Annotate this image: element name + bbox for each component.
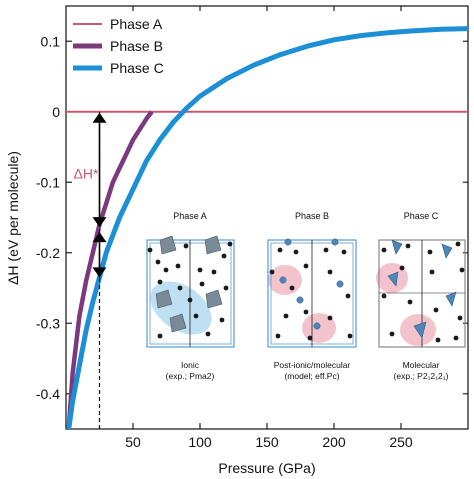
y-tick-label: -0.4 bbox=[36, 386, 60, 402]
atoms-phase-a bbox=[147, 241, 233, 339]
inset-caption-phase-a-line2: (exp.; Pma2) bbox=[166, 371, 215, 381]
inset-panel-phase-c: Phase C Molecular (exp.; P2₁2₁2₁) bbox=[376, 211, 466, 381]
x-tick-label: 50 bbox=[125, 434, 141, 450]
x-tick-label: 100 bbox=[188, 434, 212, 450]
molecule-units-phase-b bbox=[279, 238, 344, 330]
inset-title-phase-a: Phase A bbox=[173, 211, 207, 221]
inset-structures: Phase A Ionic (exp.; Pma2) bbox=[146, 211, 466, 381]
legend-label-phase-c: Phase C bbox=[110, 60, 164, 76]
inset-panel-phase-a: Phase A Ionic (exp.; Pma2) bbox=[146, 211, 235, 381]
inset-panel-phase-b: Phase B Post-ionic/molecular (model; eff… bbox=[267, 211, 357, 381]
unit-cell-phase-a bbox=[146, 239, 235, 348]
y-tick-label: -0.2 bbox=[36, 245, 60, 261]
y-tick-label: -0.3 bbox=[36, 315, 60, 331]
y-tick-label: -0.1 bbox=[36, 174, 60, 190]
x-tick-label: 250 bbox=[389, 434, 413, 450]
unit-cell-phase-a-inner bbox=[149, 242, 232, 345]
atoms-phase-c bbox=[381, 241, 465, 343]
arrow-head-down bbox=[92, 267, 107, 278]
delta-h-annotation: ΔH* bbox=[74, 111, 107, 429]
tetrahedron-polyhedra-phase-c bbox=[387, 239, 457, 339]
inset-caption-phase-b-line1: Post-ionic/molecular bbox=[274, 360, 351, 370]
y-tick-label: 0 bbox=[52, 104, 60, 120]
y-axis-label: ΔH (eV per molecule) bbox=[5, 151, 21, 285]
legend-label-phase-b: Phase B bbox=[110, 38, 163, 54]
x-tick-label: 200 bbox=[322, 434, 346, 450]
axis-ticks: 50 100 150 200 250 -0.4 -0.3 -0.2 -0.1 0 0.1 bbox=[36, 6, 468, 450]
series-line-phase-b bbox=[66, 110, 154, 429]
delta-h-star-label: ΔH* bbox=[74, 166, 99, 182]
delta-h-arrows bbox=[92, 112, 107, 278]
tetrahedron-polyhedra-phase-a bbox=[155, 235, 223, 333]
legend: Phase A Phase B Phase C bbox=[73, 16, 164, 76]
inset-caption-phase-a-line1: Ionic bbox=[181, 360, 200, 370]
arrow-head-up bbox=[92, 232, 107, 243]
y-tick-label: 0.1 bbox=[41, 33, 61, 49]
atoms-phase-b bbox=[269, 247, 353, 341]
inset-title-phase-c: Phase C bbox=[404, 211, 439, 221]
inset-caption-phase-b-line2: (model; eff.Pc) bbox=[284, 371, 339, 381]
legend-label-phase-a: Phase A bbox=[110, 16, 163, 32]
series-line-phase-c bbox=[66, 26, 468, 429]
series-layer bbox=[66, 26, 468, 429]
x-tick-label: 150 bbox=[255, 434, 279, 450]
arrow-head-down bbox=[92, 217, 107, 228]
inset-caption-phase-c-line1: Molecular bbox=[403, 360, 440, 370]
arrow-head-up bbox=[92, 112, 107, 123]
x-axis-label: Pressure (GPa) bbox=[218, 460, 315, 476]
inset-title-phase-b: Phase B bbox=[295, 211, 329, 221]
inset-caption-phase-c-line2: (exp.; P2₁2₁2₁) bbox=[394, 371, 449, 381]
